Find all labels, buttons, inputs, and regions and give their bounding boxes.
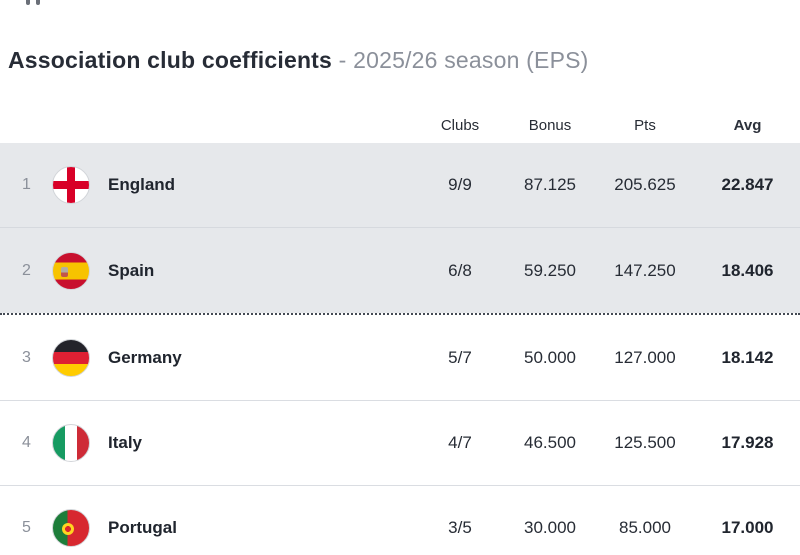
- clubs-value: 5/7: [448, 347, 472, 367]
- england-flag-icon: [52, 166, 90, 204]
- table-header-row: Clubs Bonus Pts Avg: [0, 108, 800, 143]
- rank: 4: [22, 434, 31, 451]
- rank: 5: [22, 519, 31, 536]
- pts-value: 127.000: [614, 347, 676, 367]
- bonus-value: 87.125: [524, 175, 576, 194]
- page-title-main: Association club coefficients: [8, 47, 333, 74]
- country-name: England: [108, 175, 176, 194]
- country-name: Spain: [108, 260, 155, 280]
- table-row-germany[interactable]: 3 Germany 5/7 50.000 127.000 18.142: [0, 315, 800, 400]
- header-bonus: Bonus: [528, 117, 572, 134]
- page-title: Association club coefficients - 2025/26 …: [8, 47, 589, 74]
- bonus-value: 46.500: [524, 433, 576, 452]
- clubs-value: 4/7: [448, 433, 472, 452]
- header-clubs: Clubs: [440, 117, 480, 134]
- table-row-england[interactable]: 1 England 9/9 87.125 205.625 22.847: [0, 143, 800, 228]
- rank: 1: [22, 176, 31, 193]
- header-pts: Pts: [634, 117, 656, 134]
- avg-value: 22.847: [721, 175, 774, 194]
- avg-value: 18.142: [721, 347, 774, 367]
- header-avg: Avg: [733, 117, 762, 134]
- rank: 3: [22, 348, 31, 366]
- table-row-spain[interactable]: 2 Spain 6/8 59.250 147.250 18.406: [0, 228, 800, 313]
- page-title-season: - 2025/26 season (EPS): [338, 47, 589, 74]
- pts-value: 125.500: [614, 433, 676, 452]
- spain-flag-icon: [52, 251, 90, 290]
- clipped-content-above: [26, 0, 50, 6]
- pts-value: 205.625: [614, 175, 676, 194]
- coefficients-table: Clubs Bonus Pts Avg 1 England 9/9 87.125…: [0, 108, 800, 555]
- clubs-value: 3/5: [448, 518, 472, 537]
- pts-value: 147.250: [614, 260, 676, 280]
- avg-value: 17.928: [721, 433, 774, 452]
- country-name: Portugal: [108, 518, 177, 537]
- clubs-value: 9/9: [448, 175, 472, 194]
- italy-flag-icon: [52, 424, 90, 462]
- portugal-flag-icon: [52, 509, 90, 547]
- germany-flag-icon: [52, 338, 90, 377]
- bonus-value: 50.000: [524, 347, 576, 367]
- avg-value: 18.406: [721, 260, 774, 280]
- bonus-value: 59.250: [524, 260, 576, 280]
- pts-value: 85.000: [619, 518, 671, 537]
- qualification-cutoff-divider: [0, 313, 800, 315]
- avg-value: 17.000: [721, 518, 774, 537]
- clubs-value: 6/8: [448, 260, 472, 280]
- bonus-value: 30.000: [524, 518, 576, 537]
- country-name: Italy: [108, 433, 143, 452]
- rank: 2: [22, 261, 31, 279]
- country-name: Germany: [108, 347, 182, 367]
- table-row-portugal[interactable]: 5 Portugal 3/5 30.000 85.000 17.000: [0, 485, 800, 555]
- table-row-italy[interactable]: 4 Italy 4/7 46.500 125.500 17.928: [0, 400, 800, 485]
